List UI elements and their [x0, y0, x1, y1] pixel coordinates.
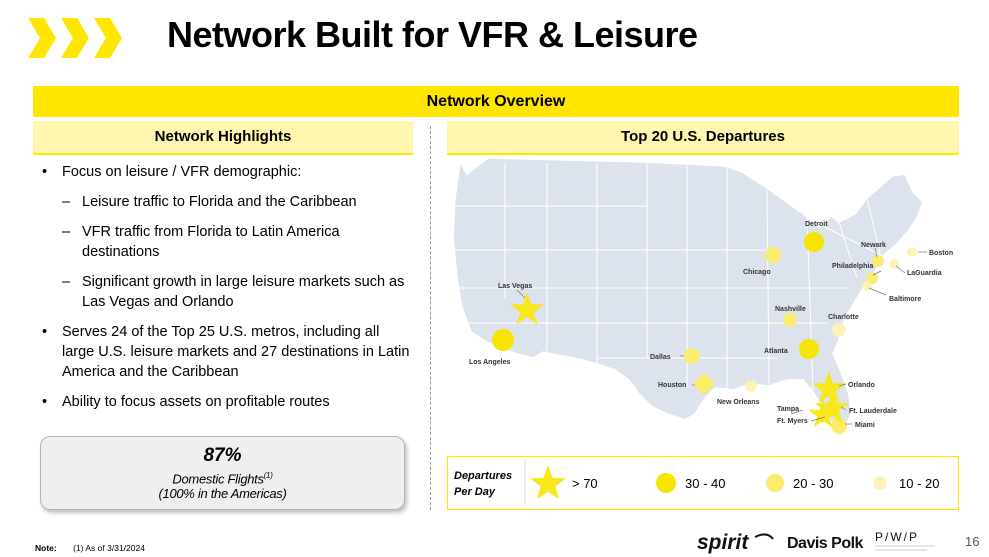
bullet-item: Serves 24 of the Top 25 U.S. metros, inc…: [40, 322, 410, 382]
label-newark: Newark: [861, 242, 886, 249]
sub-bullet-item: Significant growth in large leisure mark…: [40, 272, 410, 312]
label-miami: Miami: [855, 422, 875, 429]
legend-tier4-dot: [873, 476, 887, 490]
note-label: Note:: [35, 543, 57, 553]
legend-tier3-label: 20 - 30: [793, 476, 833, 491]
marker-las-vegas: [509, 292, 545, 325]
marker-ft-lauderdale: [814, 391, 850, 424]
sub-bullet-item: VFR traffic from Florida to Latin Americ…: [40, 222, 410, 262]
state-borders: [453, 163, 888, 391]
departures-legend: Departures Per Day > 70 30 - 40 20 - 30 …: [447, 456, 959, 510]
label-atlanta: Atlanta: [764, 348, 788, 355]
highlights-list: Focus on leisure / VFR demographic: Leis…: [40, 162, 410, 422]
label-ft-lauderdale: Ft. Lauderdale: [849, 408, 897, 415]
label-charlotte: Charlotte: [828, 314, 859, 321]
davis-polk-logo: Davis Polk: [787, 535, 864, 552]
city-markers: [492, 232, 917, 434]
network-highlights-heading: Network Highlights: [33, 121, 413, 155]
marker-charlotte: [832, 323, 846, 337]
legend-tier2-label: 30 - 40: [685, 476, 725, 491]
page-title: Network Built for VFR & Leisure: [167, 14, 698, 55]
marker-orlando: [811, 371, 847, 404]
marker-baltimore: [862, 281, 872, 291]
marker-los-angeles: [492, 329, 514, 351]
section-banner: Network Overview: [33, 86, 959, 117]
legend-star-icon: [529, 465, 567, 500]
stat-sublabel: (100% in the Americas): [158, 486, 287, 502]
footnote: Note: (1) As of 3/31/2024: [35, 543, 145, 553]
marker-philadelphia: [866, 272, 878, 284]
label-tampa: Tampa: [777, 406, 799, 413]
label-houston: Houston: [658, 382, 686, 389]
spirit-swoosh-icon: [754, 533, 774, 540]
legend-title-line1: Departures: [454, 470, 512, 482]
label-orlando: Orlando: [848, 382, 875, 389]
sub-bullet-item: Leisure traffic to Florida and the Carib…: [40, 192, 410, 212]
pwp-logo: P/W/P: [875, 530, 919, 544]
label-baltimore: Baltimore: [889, 296, 921, 303]
label-los-angeles: Los Angeles: [469, 359, 510, 366]
legend-tier3-dot: [766, 474, 784, 492]
marker-dallas: [684, 348, 700, 364]
marker-new-orleans: [745, 380, 757, 392]
marker-newark: [872, 255, 884, 267]
stat-value: 87%: [203, 445, 242, 466]
domestic-flights-stat: 87% Domestic Flights(1) (100% in the Ame…: [40, 436, 405, 510]
marker-chicago: [765, 247, 781, 263]
legend-tier1-label: > 70: [572, 476, 598, 491]
marker-detroit: [804, 232, 824, 252]
label-las-vegas: Las Vegas: [498, 283, 532, 290]
label-philadelphia: Philadelphia: [832, 263, 873, 270]
label-new-orleans: New Orleans: [717, 399, 760, 406]
chevron-arrows-icon: [28, 18, 122, 58]
marker-boston: [907, 247, 917, 257]
top-departures-heading: Top 20 U.S. Departures: [447, 121, 959, 155]
dashed-divider: [430, 126, 431, 510]
label-chicago: Chicago: [743, 269, 771, 276]
label-laguardia: LaGuardia: [907, 270, 942, 277]
note-text: (1) As of 3/31/2024: [73, 543, 145, 553]
company-logos: spirit Davis Polk P/W/P: [697, 530, 935, 554]
label-boston: Boston: [929, 250, 953, 257]
us-departures-map: Detroit Newark Boston Chicago Philadelph…: [452, 158, 953, 434]
legend-tier4-label: 10 - 20: [899, 476, 939, 491]
label-ft-myers: Ft. Myers: [777, 418, 808, 425]
marker-houston: [695, 375, 713, 393]
label-nashville: Nashville: [775, 306, 806, 313]
stat-label: Domestic Flights(1): [41, 471, 404, 486]
marker-miami: [831, 418, 847, 434]
label-dallas: Dallas: [650, 354, 671, 361]
marker-tampa: [808, 399, 838, 428]
spirit-logo: spirit: [697, 531, 749, 554]
legend-title-line2: Per Day: [454, 486, 496, 498]
bullet-item: Ability to focus assets on profitable ro…: [40, 392, 410, 412]
page-number: 16: [965, 534, 980, 549]
marker-nashville: [783, 313, 797, 327]
city-labels: Detroit Newark Boston Chicago Philadelph…: [469, 221, 953, 429]
label-detroit: Detroit: [805, 221, 828, 228]
stat-label-text: Domestic Flights: [172, 471, 264, 487]
footnote-marker: (1): [263, 471, 273, 480]
legend-tier2-dot: [656, 473, 676, 493]
leader-lines: [516, 247, 927, 425]
bullet-item: Focus on leisure / VFR demographic:: [40, 162, 410, 182]
marker-atlanta: [799, 339, 819, 359]
